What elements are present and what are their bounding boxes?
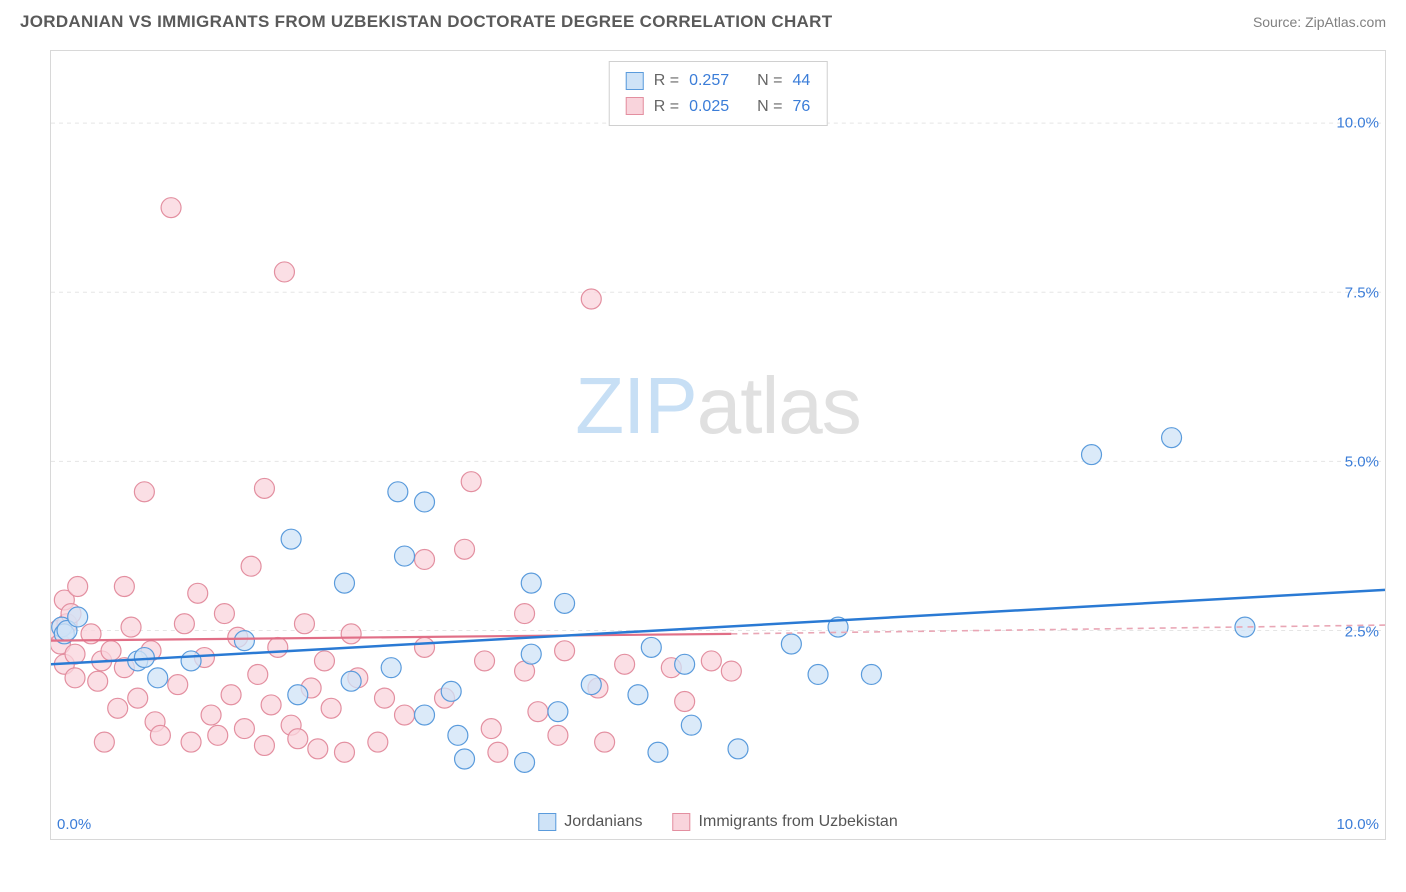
ytick-label: 10.0% <box>1336 115 1379 132</box>
r-label: R = <box>654 68 679 94</box>
r-label: R = <box>654 94 679 120</box>
series-legend: Jordanians Immigrants from Uzbekistan <box>538 813 897 831</box>
r-value: 0.025 <box>689 94 729 120</box>
r-value: 0.257 <box>689 68 729 94</box>
legend-label-pink: Immigrants from Uzbekistan <box>699 813 898 831</box>
chart-title: JORDANIAN VS IMMIGRANTS FROM UZBEKISTAN … <box>20 12 832 32</box>
legend-label-blue: Jordanians <box>564 813 642 831</box>
swatch-blue-icon <box>626 72 644 90</box>
swatch-blue <box>538 813 556 831</box>
plot-svg <box>51 51 1385 839</box>
xtick-left: 0.0% <box>57 816 91 833</box>
scatter-chart: ZIPatlas R =0.257N =44R =0.025N =76 2.5%… <box>50 50 1386 840</box>
legend-item-blue: Jordanians <box>538 813 642 831</box>
n-value: 44 <box>792 68 810 94</box>
xtick-right: 10.0% <box>1336 816 1379 833</box>
legend-item-pink: Immigrants from Uzbekistan <box>673 813 898 831</box>
r-legend-row: R = 0.025 N = 76 <box>626 94 811 120</box>
ytick-label: 2.5% <box>1345 623 1379 640</box>
swatch-pink <box>673 813 691 831</box>
header-bar: JORDANIAN VS IMMIGRANTS FROM UZBEKISTAN … <box>0 0 1406 40</box>
correlation-legend: R = 0.257 N = 44 R = 0.025 N = 76 <box>609 61 828 126</box>
ytick-label: 5.0% <box>1345 454 1379 471</box>
swatch-pink-icon <box>626 97 644 115</box>
n-label: N = <box>757 94 782 120</box>
n-value: 76 <box>792 94 810 120</box>
ytick-label: 7.5% <box>1345 284 1379 301</box>
source-label: Source: ZipAtlas.com <box>1253 14 1386 30</box>
n-label: N = <box>757 68 782 94</box>
r-legend-row: R = 0.257 N = 44 <box>626 68 811 94</box>
